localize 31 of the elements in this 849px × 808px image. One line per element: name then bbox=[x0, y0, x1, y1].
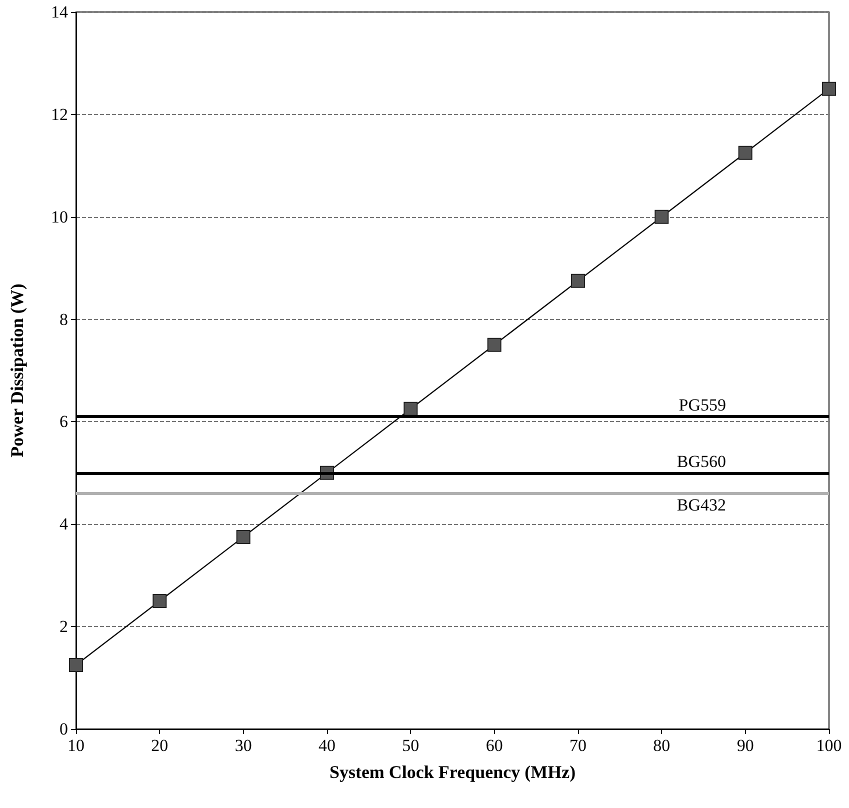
x-tick-label: 70 bbox=[570, 736, 586, 755]
point bbox=[152, 594, 167, 608]
point bbox=[69, 658, 83, 672]
point bbox=[654, 210, 669, 224]
x-tick-label: 30 bbox=[234, 736, 252, 755]
y-tick-label: 12 bbox=[51, 104, 68, 124]
x-axis-title: System Clock Frequency (MHz) bbox=[329, 762, 576, 782]
y-tick-label: 8 bbox=[60, 310, 68, 329]
x-tick-label: 60 bbox=[486, 736, 503, 755]
point bbox=[236, 530, 250, 544]
ref-line-label: PG559 bbox=[678, 396, 726, 415]
x-tick-label: 40 bbox=[318, 736, 336, 755]
ref-line-label: BG560 bbox=[676, 452, 726, 471]
point bbox=[738, 146, 752, 160]
y-tick-label: 14 bbox=[51, 2, 68, 22]
y-tick-label: 6 bbox=[60, 412, 68, 432]
x-tick-label: 100 bbox=[816, 736, 842, 755]
x-tick-label: 50 bbox=[402, 736, 420, 755]
point bbox=[822, 82, 836, 96]
y-tick-label: 2 bbox=[60, 617, 68, 636]
y-tick-label: 10 bbox=[51, 207, 68, 226]
y-tick-label: 4 bbox=[60, 514, 68, 534]
y-axis-title: Power Dissipation (W) bbox=[7, 284, 27, 458]
x-tick-label: 20 bbox=[151, 736, 168, 755]
point bbox=[571, 274, 585, 288]
y-tick-label: 0 bbox=[60, 720, 68, 738]
point bbox=[404, 402, 418, 416]
point bbox=[487, 338, 502, 352]
ref-line-label: BG432 bbox=[676, 495, 726, 514]
x-tick-label: 80 bbox=[653, 736, 670, 755]
x-tick-label: 90 bbox=[736, 736, 754, 755]
